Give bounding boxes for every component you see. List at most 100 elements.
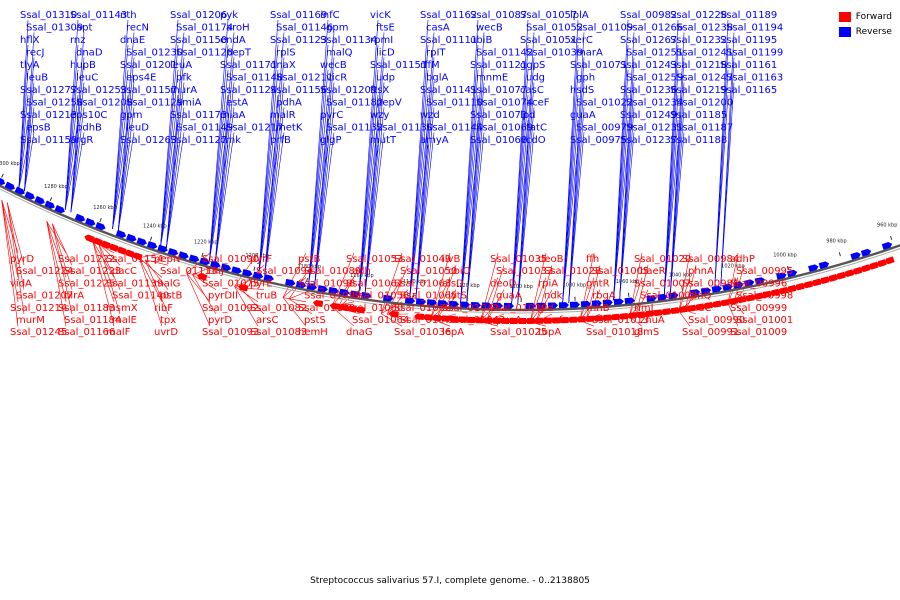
forward-gene-label: malG bbox=[154, 278, 180, 289]
reverse-gene-label: udg bbox=[526, 73, 545, 84]
reverse-gene-label: guaA bbox=[570, 110, 596, 121]
reverse-gene-label: Ssal_01111 bbox=[420, 35, 477, 46]
reverse-gene-label: mutT bbox=[370, 135, 397, 146]
forward-gene-label: Ssal_01009 bbox=[730, 327, 787, 338]
reverse-gene-label: Ssal_01156 bbox=[270, 85, 327, 96]
reverse-gene-label: Ssal_01087 bbox=[470, 10, 527, 21]
scale-tick-label: 980 kbp bbox=[826, 239, 846, 245]
reverse-gene-label: prfB bbox=[270, 135, 291, 146]
reverse-gene-label: Ssal_01219 bbox=[670, 85, 727, 96]
reverse-swatch bbox=[839, 27, 851, 37]
reverse-gene-label: miaA bbox=[220, 110, 246, 121]
reverse-gene-label: Ssal_01057 bbox=[520, 10, 577, 21]
forward-gene-label: malF bbox=[106, 327, 131, 338]
reverse-gene-label: malQ bbox=[326, 48, 353, 59]
forward-gene-label: murM bbox=[16, 315, 45, 326]
scale-tick-label: 1280 kbp bbox=[44, 184, 68, 190]
reverse-gene-label: amiA bbox=[176, 98, 202, 109]
scale-tick bbox=[50, 197, 52, 201]
scale-tick-label: 1000 kbp bbox=[773, 252, 797, 258]
forward-gene-label: truB bbox=[256, 291, 277, 302]
reverse-gene-arrow bbox=[559, 302, 569, 308]
reverse-gene-label: tlyA bbox=[20, 60, 40, 71]
reverse-gene-label: Ssal_01110 bbox=[426, 98, 483, 109]
reverse-gene-label: Ssal_01141 bbox=[420, 85, 477, 96]
reverse-gene-label: hsdS bbox=[570, 85, 594, 96]
reverse-gene-label: wecB bbox=[320, 60, 347, 71]
reverse-gene-label: licD bbox=[376, 48, 395, 59]
forward-gene-label: ilvB bbox=[442, 254, 460, 265]
scale-tick bbox=[254, 267, 255, 271]
forward-gene-label: gntR bbox=[586, 278, 610, 289]
reverse-gene-label: vicK bbox=[370, 10, 391, 21]
forward-gene-label: baeR bbox=[640, 266, 666, 277]
reverse-gene-label: leuB bbox=[26, 73, 48, 84]
reverse-gene-label: Ssal_01165 bbox=[720, 85, 777, 96]
forward-gene-label: dacC bbox=[112, 266, 137, 277]
reverse-gene-label: Ssal_01241 bbox=[676, 48, 733, 59]
reverse-gene-label: leuD bbox=[126, 123, 149, 134]
genome-map: 1300 kbp 1280 kbp 1260 kbp 1240 kbp 1220 kbp… bbox=[0, 0, 900, 600]
reverse-gene-label: Ssal_01146 bbox=[276, 23, 333, 34]
forward-gene-label: adh bbox=[352, 266, 371, 277]
reverse-gene-label: Ssal_01074 bbox=[476, 98, 533, 109]
reverse-gene-label: pyrC bbox=[320, 110, 343, 121]
reverse-gene-label: udp bbox=[376, 73, 395, 84]
reverse-gene-label: Ssal_00982 bbox=[620, 10, 677, 21]
reverse-gene-label: Ssal_01173 bbox=[170, 110, 227, 121]
scale-tick-label: 1300 kbp bbox=[0, 161, 20, 167]
reverse-gene-label: dnaE bbox=[120, 35, 145, 46]
forward-gene-label: topA bbox=[538, 327, 561, 338]
reverse-gene-label: Ssal_01249 bbox=[620, 110, 677, 121]
forward-gene-label: rimL bbox=[634, 303, 657, 314]
reverse-gene-label: Ssal_01148 bbox=[226, 73, 283, 84]
forward-gene-label: Ssal_00995 bbox=[736, 266, 793, 277]
reverse-gene-label: wecB bbox=[476, 23, 503, 34]
forward-gene-label: pyrE bbox=[250, 278, 273, 289]
legend-forward: Forward bbox=[839, 9, 892, 24]
legend-reverse: Reverse bbox=[839, 24, 892, 39]
forward-gene-label: arsC bbox=[256, 315, 278, 326]
forward-gene-label: deoB bbox=[538, 254, 564, 265]
forward-gene-label: phnA bbox=[688, 266, 714, 277]
legend-forward-label: Forward bbox=[856, 12, 892, 22]
forward-gene-label: hemH bbox=[298, 327, 328, 338]
reverse-gene-label: Ssal_01130 bbox=[376, 123, 433, 134]
reverse-gene-label: Ssal_01263 bbox=[120, 135, 177, 146]
scale-tick-label: 1260 kbp bbox=[93, 205, 117, 211]
reverse-gene-label: aroH bbox=[226, 23, 250, 34]
reverse-gene-label: Ssal_01201 bbox=[120, 60, 177, 71]
reverse-gene-label: Ssal_01129 bbox=[126, 98, 183, 109]
reverse-gene-label: Ssal_01142 bbox=[476, 48, 533, 59]
forward-gene-label: pepN bbox=[154, 254, 180, 265]
forward-gene-label: msmX bbox=[106, 303, 138, 314]
reverse-gene-label: ggpS bbox=[520, 60, 545, 71]
reverse-gene-label: Ssal_01208 bbox=[76, 98, 133, 109]
scale-tick-label: 1240 kbp bbox=[143, 223, 167, 229]
scale-tick-label: 1080 kbp bbox=[563, 283, 587, 289]
reverse-gene-label: Ssal_00975 bbox=[570, 135, 627, 146]
forward-gene-label: guaA bbox=[496, 291, 522, 302]
reverse-gene-label: wzy bbox=[370, 110, 389, 121]
reverse-gene-label: Ssal_01259 bbox=[626, 73, 683, 84]
reverse-gene-label: tatC bbox=[526, 123, 547, 134]
reverse-gene-label: mnmE bbox=[476, 73, 508, 84]
reverse-gene-label: hupB bbox=[70, 60, 96, 71]
scale-tick-label: 1220 kbp bbox=[194, 239, 218, 245]
reverse-gene-label: Ssal_01051 bbox=[520, 35, 577, 46]
reverse-gene-label: Ssal_01309 bbox=[26, 23, 83, 34]
reverse-gene-label: Ssal_01194 bbox=[726, 23, 783, 34]
reverse-gene-label: Ssal_01144 bbox=[426, 123, 483, 134]
reverse-gene-label: Ssal_01124 bbox=[220, 85, 277, 96]
reverse-gene-label: Ssal_01150 bbox=[170, 35, 227, 46]
reverse-gene-label: Ssal_01187 bbox=[676, 123, 733, 134]
forward-gene-label: adhP bbox=[730, 254, 755, 265]
reverse-gene-label: Ssal_01134 bbox=[320, 35, 377, 46]
reverse-gene-label: Ssal_01218 bbox=[670, 60, 727, 71]
reverse-gene-label: pfk bbox=[176, 73, 192, 84]
reverse-gene-label: epsB bbox=[26, 123, 51, 134]
reverse-gene-label: pepT bbox=[226, 48, 252, 59]
forward-gene-label: alsD bbox=[442, 278, 464, 289]
reverse-gene-label: Ssal_01189 bbox=[720, 10, 777, 21]
reverse-gene-label: Ssal_01132 bbox=[326, 123, 383, 134]
